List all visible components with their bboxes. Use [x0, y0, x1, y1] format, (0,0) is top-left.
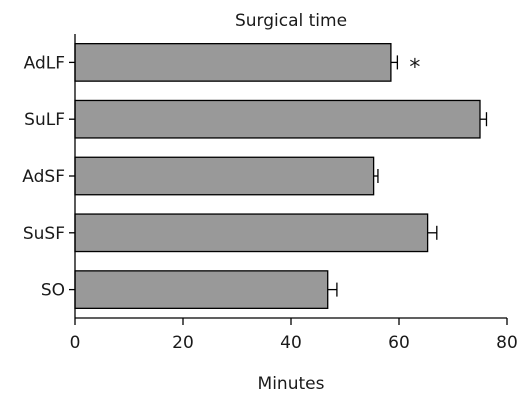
x-tick-label: 0	[70, 333, 81, 353]
bars-layer	[74, 43, 488, 309]
y-tick-label: AdSF	[22, 167, 65, 187]
bar-adsf	[74, 156, 375, 196]
chart-title: Surgical time	[235, 11, 347, 31]
y-tick-label: SO	[41, 281, 65, 301]
x-tick-label: 40	[280, 333, 302, 353]
bar-susf	[74, 213, 429, 253]
significance-marker: *	[409, 55, 420, 80]
bar-so	[74, 270, 329, 309]
y-tick-label: AdLF	[24, 53, 65, 73]
y-tick-label: SuSF	[23, 224, 65, 244]
x-tick-label: 60	[388, 333, 410, 353]
bar-adlf	[74, 43, 392, 82]
axis-layer: AdLF SuLF AdSF SuSF SO * 0 20 40 60 80	[22, 34, 518, 353]
bar-sulf	[74, 99, 481, 139]
x-tick-label: 20	[172, 333, 194, 353]
x-axis-label: Minutes	[258, 374, 325, 393]
y-tick-label: SuLF	[24, 110, 65, 130]
x-tick-label: 80	[496, 333, 518, 353]
